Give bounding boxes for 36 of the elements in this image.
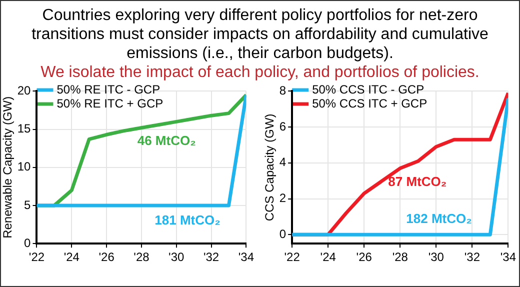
y-tick-label: 8 bbox=[279, 84, 286, 98]
annotation: 182 MtCO₂ bbox=[406, 210, 472, 226]
chart-subtitle: We isolate the impact of each policy, and portfolios of policies. bbox=[40, 63, 480, 82]
annotation: 46 MtCO₂ bbox=[137, 133, 196, 148]
x-tick-label: '26 bbox=[98, 250, 115, 264]
x-tick-label: '28 bbox=[392, 250, 408, 264]
x-tick-label: '32 bbox=[464, 250, 480, 264]
x-tick-label: '28 bbox=[134, 250, 150, 264]
x-tick-label: '32 bbox=[203, 250, 220, 264]
y-axis-title: CCS Capacity (GW) bbox=[262, 114, 277, 222]
x-tick-label: '34 bbox=[238, 250, 254, 264]
legend-label: 50% CCS ITC + GCP bbox=[312, 96, 428, 110]
x-tick-label: '34 bbox=[500, 250, 516, 264]
annotation: 181 MtCO₂ bbox=[154, 212, 221, 228]
y-tick-label: 6 bbox=[279, 119, 286, 134]
y-tick-label: 5 bbox=[24, 198, 32, 212]
y-tick-label: 0 bbox=[279, 226, 286, 241]
annotation: 87 MtCO₂ bbox=[388, 174, 447, 190]
x-tick-label: '22 bbox=[284, 250, 300, 264]
chart-title: Countries exploring very different policy portfolios for net-zero transitions must consider impacts on affordability and cumulative emissions (i.e., their carbon budgets). bbox=[30, 6, 490, 63]
x-tick-label: '22 bbox=[28, 250, 45, 264]
y-tick-label: 0 bbox=[24, 236, 32, 250]
legend-label: 50% RE ITC + GCP bbox=[56, 96, 164, 110]
legend-label: 50% RE ITC - GCP bbox=[56, 82, 160, 96]
x-tick-label: '30 bbox=[428, 250, 444, 264]
legend-label: 50% CCS ITC - GCP bbox=[312, 82, 424, 96]
x-tick-label: '30 bbox=[168, 250, 185, 264]
x-tick-label: '24 bbox=[64, 250, 80, 264]
y-tick-label: 10 bbox=[17, 160, 32, 174]
y-axis-title: Renewable Capacity (GW) bbox=[0, 96, 15, 238]
y-tick-label: 4 bbox=[279, 155, 286, 170]
y-tick-label: 15 bbox=[17, 122, 32, 136]
y-tick-label: 2 bbox=[279, 191, 286, 206]
y-tick-label: 20 bbox=[17, 84, 32, 98]
x-tick-label: '26 bbox=[356, 250, 372, 264]
x-tick-label: '24 bbox=[320, 250, 336, 264]
